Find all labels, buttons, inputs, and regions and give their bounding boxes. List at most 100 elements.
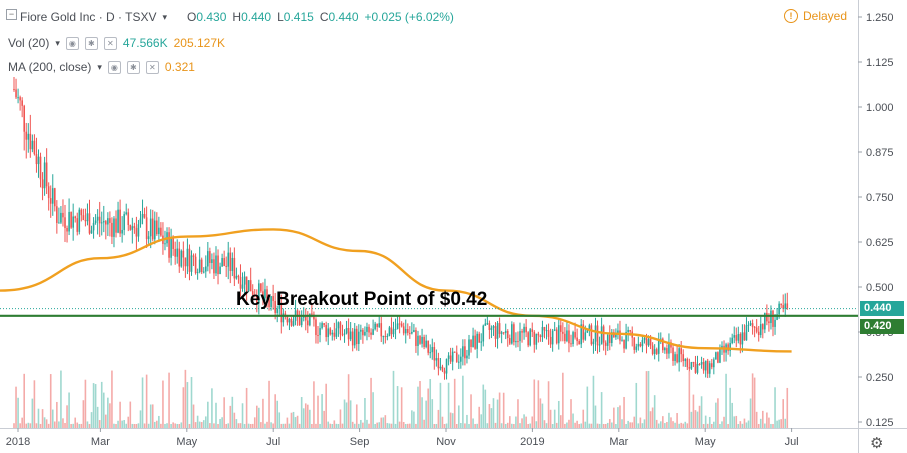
symbol-title[interactable]: Fiore Gold Inc · D · TSXV <box>20 10 157 24</box>
candle-body <box>743 332 746 341</box>
volume-bar <box>341 423 344 428</box>
volume-bar <box>425 400 427 428</box>
candle-body <box>494 326 497 339</box>
volume-bar <box>72 423 74 428</box>
candle-body <box>598 344 601 346</box>
delayed-status[interactable]: ! Delayed <box>784 9 847 23</box>
collapse-legend-button[interactable]: − <box>6 9 17 20</box>
x-tick-label: May <box>176 436 197 448</box>
candle-body <box>425 340 427 347</box>
candle-body <box>62 212 64 218</box>
volume-bar <box>368 423 370 428</box>
candle-body <box>278 303 281 309</box>
chevron-down-icon[interactable]: ▾ <box>55 37 60 48</box>
candle-body <box>298 315 301 326</box>
volume-bar <box>149 404 152 428</box>
candle-body <box>60 212 62 223</box>
candle-body <box>23 105 26 132</box>
candle-body <box>533 331 536 345</box>
candle-body <box>164 243 166 245</box>
volume-bar <box>21 417 23 428</box>
candle-body <box>615 332 617 338</box>
volume-bar <box>643 419 646 428</box>
candle-body <box>335 328 338 337</box>
chevron-down-icon[interactable]: ▾ <box>97 61 102 72</box>
candle-body <box>443 370 446 374</box>
candle-body <box>478 333 480 343</box>
eye-icon[interactable]: ◉ <box>107 60 121 74</box>
volume-bar <box>721 421 723 428</box>
volume-bar <box>666 421 668 428</box>
candle-body <box>323 323 325 325</box>
volume-bar <box>757 423 760 428</box>
volume-bar <box>123 420 125 428</box>
candle-body <box>313 314 315 320</box>
volume-bar <box>68 392 70 428</box>
close-icon[interactable]: ✕ <box>145 60 159 74</box>
volume-bar <box>219 418 221 428</box>
gear-icon[interactable]: ✱ <box>84 36 98 50</box>
volume-bar <box>109 403 111 428</box>
volume-bar <box>535 421 538 428</box>
candle-body <box>35 154 38 165</box>
volume-bar <box>674 422 676 428</box>
volume-bar <box>449 412 452 428</box>
gear-icon[interactable]: ✱ <box>126 60 140 74</box>
volume-bar <box>590 423 593 428</box>
volume-bar <box>555 422 558 428</box>
volume-bar <box>25 423 28 428</box>
volume-label[interactable]: Vol (20) <box>8 36 50 50</box>
candle-body <box>588 325 591 331</box>
volume-bar <box>209 423 211 428</box>
volume-bar <box>233 412 236 428</box>
candle-body <box>56 206 58 223</box>
candle-body <box>233 257 236 279</box>
volume-bar <box>423 419 425 428</box>
volume-bar <box>409 423 411 428</box>
volume-bar <box>702 423 705 428</box>
volume-bar <box>262 398 264 428</box>
volume-bar <box>58 421 60 428</box>
volume-bar <box>96 406 99 428</box>
candle-body <box>158 227 160 235</box>
volume-bar <box>713 421 715 428</box>
volume-bar <box>249 423 252 428</box>
candle-body <box>506 330 509 338</box>
chevron-down-icon[interactable]: ▾ <box>162 11 168 22</box>
volume-bar <box>76 422 79 428</box>
volume-bar <box>151 404 154 428</box>
volume-bar <box>86 421 89 428</box>
candle-body <box>27 133 30 140</box>
x-tick-label: Sep <box>350 436 370 448</box>
volume-bar <box>258 407 260 428</box>
volume-bar <box>637 423 640 428</box>
volume-bar <box>217 423 219 428</box>
candle-body <box>47 186 50 199</box>
candle-body <box>70 211 72 228</box>
candle-body <box>221 258 223 267</box>
volume-bar <box>521 418 523 428</box>
candle-body <box>553 329 556 331</box>
close-icon[interactable]: ✕ <box>103 36 117 50</box>
candle-body <box>39 156 42 180</box>
volume-bar <box>141 377 144 428</box>
volume-bar <box>182 387 185 428</box>
volume-bar <box>390 423 393 428</box>
ma-label[interactable]: MA (200, close) <box>8 60 92 74</box>
volume-bar <box>725 373 727 428</box>
eye-icon[interactable]: ◉ <box>65 36 79 50</box>
candle-body <box>327 328 330 338</box>
volume-bar <box>776 420 778 428</box>
settings-gear-icon[interactable]: ⚙ <box>870 435 884 452</box>
candle-body <box>537 333 540 336</box>
candle-body <box>655 349 658 354</box>
volume-bar <box>560 415 562 428</box>
volume-bar <box>17 397 19 428</box>
volume-bar <box>255 405 258 428</box>
candle-body <box>682 354 685 362</box>
candle-body <box>168 232 170 258</box>
volume-bar <box>731 402 733 428</box>
candle-body <box>282 313 285 323</box>
volume-bar <box>772 423 774 428</box>
